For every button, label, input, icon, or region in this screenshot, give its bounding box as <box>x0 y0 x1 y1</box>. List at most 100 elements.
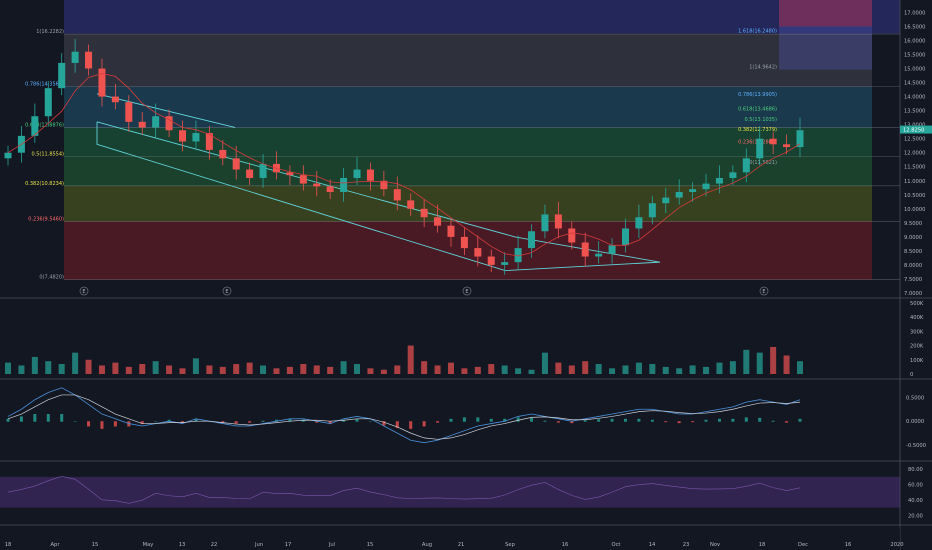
time-label: 18 <box>759 542 766 548</box>
macd-histogram-bar <box>758 417 762 422</box>
volume-bar <box>488 364 495 374</box>
volume-bar <box>770 346 777 374</box>
volume-bar <box>649 364 656 374</box>
macd-histogram-bar <box>449 418 453 422</box>
macd-histogram-bar <box>154 421 158 422</box>
macd-histogram-bar <box>704 419 708 422</box>
fib-label-right: 0.5(13.1035) <box>744 117 777 123</box>
macd-histogram-bar <box>355 418 359 422</box>
volume-bar <box>179 368 186 374</box>
candle-body <box>380 180 388 190</box>
volume-bar <box>528 369 535 374</box>
macd-histogram-bar <box>530 417 534 422</box>
volume-bar <box>327 366 334 374</box>
volume-bar <box>676 368 683 374</box>
candle-body <box>179 130 187 142</box>
candle-body <box>756 138 764 159</box>
macd-histogram-bar <box>73 421 77 422</box>
candle-body <box>541 214 549 232</box>
volume-bar <box>434 365 441 374</box>
candle-body <box>232 158 240 170</box>
volume-bar <box>716 362 723 374</box>
macd-histogram-bar <box>46 414 50 422</box>
macd-histogram-bar <box>167 419 171 422</box>
fib-zone-1-786 <box>64 34 872 87</box>
candle-body <box>71 51 79 63</box>
fib-label-right: 0.786(13.9905) <box>738 92 777 98</box>
macd-histogram-bar <box>462 417 466 422</box>
candle-body <box>487 256 495 265</box>
fib-extension-zone <box>64 0 900 34</box>
candle-body <box>125 102 133 122</box>
time-label: 17 <box>285 542 292 548</box>
volume-bar <box>125 366 132 374</box>
volume-bar <box>367 368 374 374</box>
time-label: 2020 <box>890 542 903 548</box>
volume-tick: 500K <box>910 301 924 307</box>
fib-label-left: 0(7.4820) <box>39 275 64 281</box>
time-label: Apr <box>51 542 61 548</box>
volume-bar <box>166 365 173 374</box>
macd-histogram-bar <box>342 419 346 422</box>
candle-body <box>689 189 697 192</box>
candle-body <box>219 149 227 159</box>
moving-average-line <box>7 73 801 257</box>
macd-histogram-bar <box>744 417 748 422</box>
candle-body <box>31 116 39 136</box>
time-label: Jul <box>328 542 335 548</box>
earnings-label: E <box>762 289 765 295</box>
volume-bar <box>233 364 240 374</box>
candle-body <box>635 217 643 229</box>
volume-bar <box>31 356 38 374</box>
macd-tick: 0.0000 <box>906 419 924 425</box>
candle-body <box>366 169 374 181</box>
macd-histogram-bar <box>368 421 372 422</box>
fib-label-left: 0.786(14.3560) <box>25 81 64 87</box>
rsi-tick: 60.00 <box>908 483 923 489</box>
candle-body <box>595 253 603 257</box>
candle-body <box>648 203 656 218</box>
volume-bar <box>18 365 25 374</box>
price-tick: 8.0000 <box>904 263 922 269</box>
macd-histogram-bar <box>731 418 735 422</box>
price-tick: 10.5000 <box>904 193 925 199</box>
volume-bar <box>703 366 710 374</box>
candle-body <box>501 262 509 265</box>
volume-bar <box>354 364 361 374</box>
macd-histogram-bar <box>623 418 627 422</box>
earnings-label: E <box>465 289 468 295</box>
volume-bar <box>300 364 307 374</box>
macd-histogram-bar <box>422 421 426 427</box>
candle-body <box>460 236 468 249</box>
earnings-label: E <box>225 289 228 295</box>
candle-body <box>662 197 670 204</box>
fib-label-right: 0.618(13.4686) <box>738 106 777 112</box>
fib-zone-786-618 <box>64 86 872 128</box>
macd-histogram-bar <box>140 421 144 425</box>
macd-histogram-bar <box>543 420 547 422</box>
volume-bar <box>286 366 293 374</box>
time-label: 16 <box>562 542 569 548</box>
candle-body <box>434 217 442 226</box>
volume-bar <box>72 352 79 374</box>
volume-bar <box>340 361 347 374</box>
candle-body <box>783 144 791 148</box>
volume-tick: 300K <box>910 329 924 335</box>
time-label: Dec <box>798 542 808 548</box>
candle-body <box>205 133 213 150</box>
candle-body <box>165 116 173 131</box>
macd-histogram-bar <box>328 421 332 425</box>
macd-histogram-bar <box>664 421 668 423</box>
candle-body <box>568 228 576 243</box>
macd-histogram-bar <box>556 421 560 423</box>
last-price-tag <box>900 125 932 134</box>
macd-histogram-bar <box>234 421 238 424</box>
volume-bar <box>689 365 696 374</box>
macd-histogram-bar <box>677 421 681 424</box>
candle-body <box>44 88 52 117</box>
volume-bar <box>541 352 548 374</box>
macd-histogram-bar <box>100 421 104 429</box>
candle-body <box>313 183 321 187</box>
